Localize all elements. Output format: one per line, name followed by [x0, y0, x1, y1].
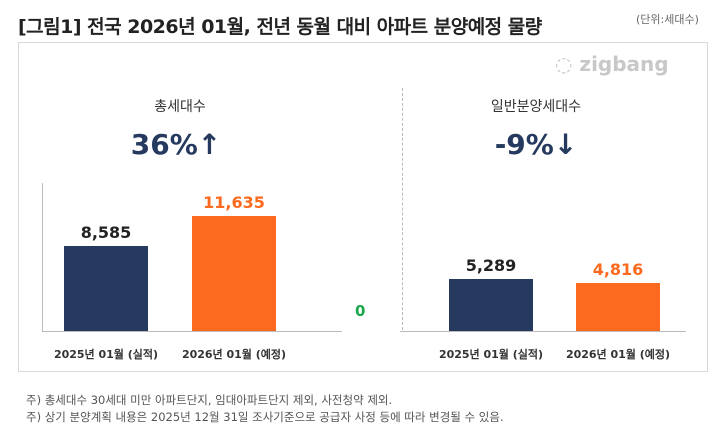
category-label: 2026년 01월 (예정): [565, 348, 671, 361]
zigbang-logo: ◌ zigbang: [555, 52, 669, 76]
bar: [64, 246, 148, 331]
unit-label: (단위:세대수): [636, 13, 699, 26]
chart-panel: [18, 42, 708, 372]
left-baseline: [42, 331, 342, 332]
footnote-2: 주) 상기 분양계획 내용은 2025년 12월 31일 조사기준으로 공급자 …: [26, 410, 504, 424]
right-baseline: [400, 331, 686, 332]
bar: [576, 283, 660, 331]
data-label: 4,816: [592, 260, 644, 280]
category-label: 2025년 01월 (실적): [438, 348, 544, 361]
data-label: 5,289: [465, 255, 517, 275]
bar: [449, 278, 533, 331]
zero-label: 0: [355, 302, 366, 320]
group-title-total: 총세대수: [154, 99, 206, 115]
logo-icon: ◌: [555, 52, 580, 76]
category-label: 2025년 01월 (실적): [53, 348, 159, 361]
change-total: 36%↑: [130, 128, 222, 161]
category-label: 2026년 01월 (예정): [181, 348, 287, 361]
bar: [192, 215, 276, 331]
logo-text: zigbang: [579, 52, 669, 76]
footnote-1: 주) 총세대수 30세대 미만 아파트단지, 임대아파트단지 제외, 사전청약 …: [26, 393, 393, 407]
data-label: 8,585: [80, 223, 132, 242]
group-title-general: 일반분양세대수: [490, 99, 582, 115]
left-axis: [42, 183, 43, 331]
chart-title: [그림1] 전국 2026년 01월, 전년 동월 대비 아파트 분양예정 물량: [18, 16, 542, 38]
change-general: -9%↓: [494, 128, 578, 161]
data-label: 11,635: [203, 192, 265, 212]
divider: [402, 88, 403, 330]
